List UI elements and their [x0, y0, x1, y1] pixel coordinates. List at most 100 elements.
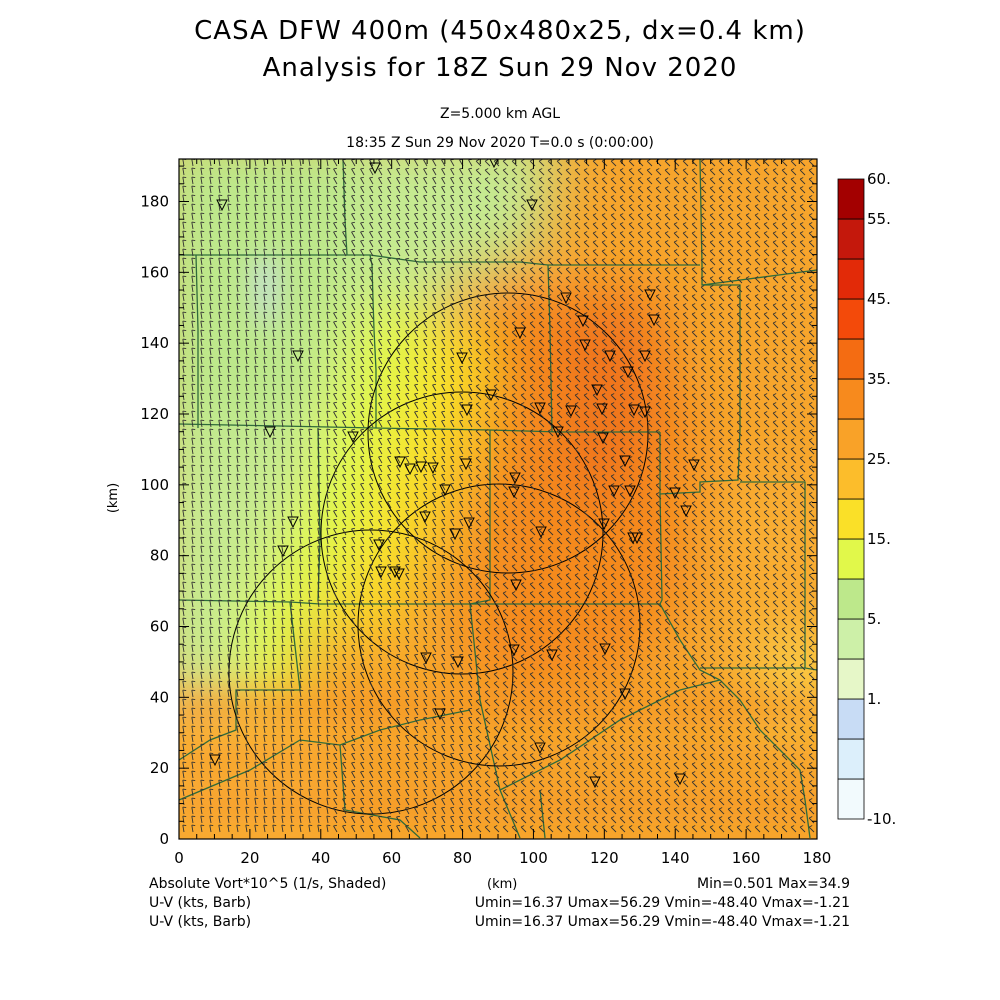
y-tick-label: 140 — [140, 334, 169, 352]
station-marker — [463, 517, 475, 530]
colorbar-segment — [837, 738, 865, 780]
station-marker — [565, 405, 577, 418]
station-marker — [546, 649, 558, 662]
colorbar-segment — [837, 658, 865, 700]
map-title: CASA DFW 400m (450x480x25, dx=0.4 km) — [194, 16, 806, 46]
wind-barb-label-1: U-V (kts, Barb) — [149, 895, 252, 911]
colorbar-label: 1. — [867, 690, 881, 708]
station-marker — [394, 456, 406, 469]
colorbar-label: 55. — [867, 210, 891, 228]
station-marker — [452, 656, 464, 669]
colorbar-label: -10. — [867, 810, 896, 828]
colorbar-label: 60. — [867, 170, 891, 188]
station-marker — [622, 366, 634, 379]
station-marker — [599, 643, 611, 656]
colorbar-segment — [837, 618, 865, 660]
station-marker — [292, 350, 304, 363]
colorbar-label: 35. — [867, 370, 891, 388]
colorbar-segment — [837, 418, 865, 460]
station-marker — [509, 472, 521, 485]
station-marker — [415, 461, 427, 474]
y-axis: 0 20 40 60 80 100 120 140 160 180 — [140, 165, 817, 848]
station-marker — [577, 315, 589, 328]
station-marker — [393, 568, 405, 581]
station-marker — [631, 532, 643, 545]
station-marker — [534, 402, 546, 415]
min-max-label: Min=0.501 Max=34.9 — [697, 876, 850, 892]
station-marker — [434, 708, 446, 721]
station-marker — [624, 485, 636, 498]
radar-ring-1 — [367, 292, 649, 574]
x-tick-label: 40 — [311, 849, 330, 867]
colorbar-segment — [837, 458, 865, 500]
x-tick-label: 60 — [382, 849, 401, 867]
wind-barb-label-2: U-V (kts, Barb) — [149, 914, 252, 930]
level-label: Z=5.000 km AGL — [439, 106, 561, 122]
station-marker — [373, 539, 385, 552]
station-marker — [526, 199, 538, 212]
station-marker — [508, 644, 520, 657]
colorbar-segment — [837, 538, 865, 580]
colorbar-label: 5. — [867, 610, 881, 628]
station-marker — [404, 463, 416, 476]
colorbar-label: 15. — [867, 530, 891, 548]
y-tick-label: 120 — [140, 405, 169, 423]
y-tick-label: 100 — [140, 476, 169, 494]
station-marker — [608, 485, 620, 498]
colorbar-segment — [837, 298, 865, 340]
station-marker — [277, 545, 289, 558]
y-tick-label: 160 — [140, 263, 169, 281]
station-marker — [688, 459, 700, 472]
colorbar: 60. 55. 45. 35. 25. 15. 5. 1. -10. — [837, 170, 896, 828]
station-marker — [510, 579, 522, 592]
station-marker — [514, 327, 526, 340]
wind-stats-2: Umin=16.37 Umax=56.29 Vmin=-48.40 Vmax=-… — [474, 914, 850, 930]
x-tick-label: 120 — [590, 849, 619, 867]
colorbar-label: 45. — [867, 290, 891, 308]
field-description: Absolute Vort*10^5 (1/s, Shaded) — [149, 876, 387, 892]
station-marker — [216, 199, 228, 212]
radar-ring-2 — [320, 391, 604, 675]
station-marker — [674, 773, 686, 786]
station-marker — [669, 487, 681, 500]
y-tick-label: 180 — [140, 193, 169, 211]
colorbar-segment — [837, 578, 865, 620]
map-subtitle: Analysis for 18Z Sun 29 Nov 2020 — [262, 53, 738, 83]
station-marker — [619, 688, 631, 701]
station-marker — [639, 406, 651, 419]
station-marker — [264, 426, 276, 439]
station-marker — [596, 403, 608, 416]
station-marker — [209, 754, 221, 767]
station-marker — [347, 431, 359, 444]
station-marker — [449, 528, 461, 541]
station-marker — [427, 462, 439, 475]
station-marker — [389, 566, 401, 579]
radar-range-rings — [228, 292, 649, 815]
station-marker — [375, 566, 387, 579]
wind-barb-field — [182, 159, 815, 833]
station-marker — [534, 742, 546, 755]
colorbar-segment — [837, 378, 865, 420]
station-marker — [287, 516, 299, 529]
wind-barbs — [182, 159, 815, 833]
station-marker — [535, 526, 547, 539]
y-tick-label: 40 — [150, 688, 169, 706]
station-marker — [648, 314, 660, 327]
station-marker — [460, 458, 472, 471]
x-tick-label: 100 — [519, 849, 548, 867]
station-marker — [369, 162, 381, 175]
radar-ring-3 — [357, 483, 641, 767]
colorbar-segment — [837, 178, 865, 220]
colorbar-segment — [837, 498, 865, 540]
wind-stats-1: Umin=16.37 Umax=56.29 Vmin=-48.40 Vmax=-… — [474, 895, 850, 911]
station-marker — [628, 404, 640, 417]
station-marker — [604, 350, 616, 363]
x-tick-label: 140 — [661, 849, 690, 867]
station-marker — [680, 505, 692, 518]
station-marker — [456, 352, 468, 365]
station-marker — [589, 776, 601, 789]
x-axis: 0 20 40 60 80 100 120 140 160 180 — [174, 159, 831, 867]
y-tick-label: 20 — [150, 759, 169, 777]
x-tick-label: 20 — [240, 849, 259, 867]
station-marker — [485, 389, 497, 402]
